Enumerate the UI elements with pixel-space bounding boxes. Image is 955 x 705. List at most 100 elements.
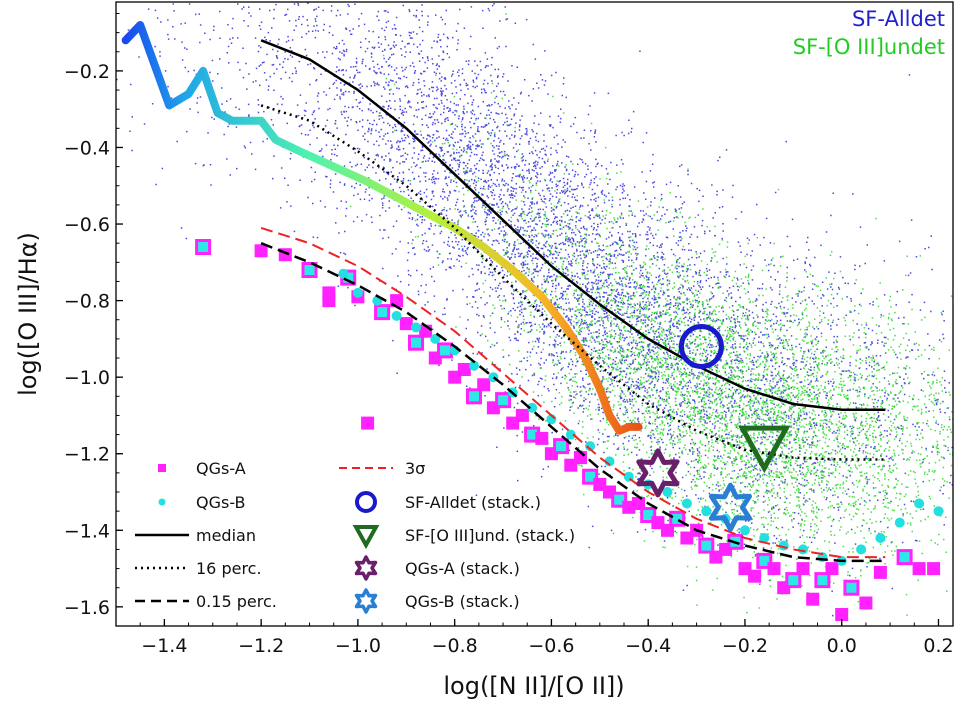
qgs-b-point xyxy=(527,402,538,413)
legend-entry: QGs-B (stack.) xyxy=(354,588,520,614)
qgs-b-point xyxy=(585,441,596,452)
stack-qgs-a xyxy=(636,448,680,498)
x-tick-label: −0.4 xyxy=(625,635,671,657)
y-tick-label: −1.2 xyxy=(64,444,110,466)
legend-entry: QGs-B xyxy=(158,493,246,512)
legend-label: SF-[O III]und. (stack.) xyxy=(405,526,575,545)
legend-label: 0.15 perc. xyxy=(196,592,277,611)
stack-sf-alldet xyxy=(678,324,724,369)
qgs-b-point xyxy=(338,268,349,279)
legend-entry: 3σ xyxy=(339,459,425,478)
axis-ticks: −1.4 −1.2 −1.0 −0.8 −0.6 −0.4 −0.2 0.0 0.2 −1.6 −1… xyxy=(64,12,954,657)
qgs-b-point xyxy=(662,487,673,497)
qgs-a-point xyxy=(495,392,512,409)
qgs-b-point xyxy=(894,517,905,528)
qgs-a-point xyxy=(361,416,375,430)
legend-symbol xyxy=(158,498,166,506)
legend-label: QGs-A xyxy=(196,459,246,478)
legend-symbol xyxy=(158,464,166,472)
legend-label: SF-Alldet (stack.) xyxy=(405,493,541,512)
legend-entry: 0.15 perc. xyxy=(135,592,277,611)
qgs-b-point xyxy=(565,429,576,440)
qgs-a-point xyxy=(859,596,873,610)
qgs-a-point xyxy=(515,408,529,422)
legend-entry: SF-[O III]und. (stack.) xyxy=(352,525,575,550)
x-tick-label: 0.0 xyxy=(827,635,857,657)
qgs-b-point xyxy=(411,322,421,333)
qgs-a-point xyxy=(698,537,715,554)
legend-label: QGs-B xyxy=(196,493,246,512)
corner-label-sf-oiii-undet: SF-[O III]undet xyxy=(793,35,945,59)
qgs-a-point xyxy=(399,317,413,331)
qgs-a-point xyxy=(535,431,549,445)
qgs-a-point xyxy=(896,549,913,566)
x-tick-label: −0.2 xyxy=(722,635,768,657)
legend-symbol xyxy=(355,491,377,513)
qgs-a-point xyxy=(785,572,802,589)
legend-entry: QGs-A xyxy=(158,459,246,478)
qgs-b-point xyxy=(701,506,712,517)
qgs-a-points xyxy=(195,239,941,621)
qgs-b-point xyxy=(914,498,925,509)
x-tick-label: −1.4 xyxy=(141,635,187,657)
qgs-b-point xyxy=(856,544,867,555)
x-tick-label: −0.8 xyxy=(432,635,478,657)
qgs-b-point xyxy=(352,287,363,298)
qgs-b-point xyxy=(469,360,479,371)
qgs-a-point xyxy=(632,497,645,510)
legend-entry: median xyxy=(135,526,256,545)
y-axis-title: log([O III]/Hα) xyxy=(14,232,42,396)
stack-sf-oiii-undet xyxy=(738,425,791,474)
qgs-a-point xyxy=(661,523,674,537)
qgs-a-point xyxy=(301,262,318,278)
qgs-a-point xyxy=(457,363,471,376)
qgs-a-point xyxy=(835,608,849,621)
qgs-a-point xyxy=(912,562,926,576)
plot-area xyxy=(116,2,953,621)
stack-qgs-b xyxy=(708,482,752,532)
y-tick-label: −1.6 xyxy=(64,597,110,619)
qgs-a-point xyxy=(927,562,941,576)
qgs-a-point xyxy=(553,438,570,455)
qgs-a-point xyxy=(806,592,820,606)
threshold-track-line xyxy=(121,21,643,435)
x-tick-label: −0.6 xyxy=(528,635,574,657)
qgs-a-point xyxy=(748,569,762,583)
qgs-a-point xyxy=(873,565,887,579)
legend-label: 16 perc. xyxy=(196,559,262,578)
x-tick-label: −1.2 xyxy=(238,635,284,657)
sf-oiii-undet-points xyxy=(349,13,953,616)
y-tick-label: −0.4 xyxy=(64,137,110,159)
legend-label: median xyxy=(196,526,256,545)
qgs-a-point xyxy=(195,239,212,255)
legend-symbol xyxy=(354,555,378,581)
qgs-a-point xyxy=(767,562,781,576)
qgs-a-point xyxy=(322,294,336,308)
qgs-b-point xyxy=(933,506,944,517)
line-0-15-perc- xyxy=(260,242,886,563)
qgs-a-point xyxy=(825,562,839,576)
percentile-lines xyxy=(260,39,886,563)
threshold-track xyxy=(121,21,643,435)
qgs-a-point xyxy=(254,244,268,258)
legend-symbol xyxy=(352,525,380,550)
y-tick-label: −0.6 xyxy=(64,214,110,236)
x-tick-label: −1.0 xyxy=(335,635,381,657)
sf-oiii-undet-cloud xyxy=(349,13,953,616)
qgs-a-point xyxy=(477,378,491,392)
legend-label: 3σ xyxy=(405,459,425,478)
qgs-a-point xyxy=(466,388,482,405)
legend-label: QGs-A (stack.) xyxy=(405,559,520,578)
sf-alldet-points xyxy=(116,2,953,617)
legend-entry: QGs-A (stack.) xyxy=(354,555,520,581)
qgs-a-point xyxy=(437,342,453,359)
qgs-a-point xyxy=(374,304,391,321)
legend-symbol xyxy=(354,588,378,614)
qgs-b-point xyxy=(759,533,770,543)
y-tick-label: −0.8 xyxy=(64,291,110,313)
y-tick-label: −0.2 xyxy=(64,61,110,83)
qgs-a-point xyxy=(408,334,424,351)
qgs-a-point xyxy=(796,562,810,576)
qgs-a-point xyxy=(814,572,831,589)
